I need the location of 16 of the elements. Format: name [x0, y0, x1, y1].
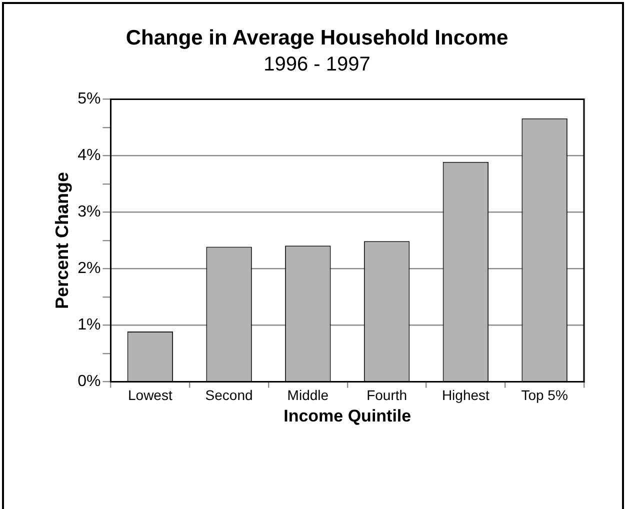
y-tick-label: 2%	[78, 260, 101, 278]
x-axis-title: Income Quintile	[284, 406, 412, 426]
x-tick-label: Second	[205, 387, 253, 404]
y-tick-label: 1%	[78, 316, 101, 334]
x-tick-label: Highest	[442, 387, 490, 404]
y-tick-label: 4%	[78, 147, 101, 164]
x-tick-label: Middle	[287, 387, 329, 404]
chart-subtitle: 1996 - 1997	[264, 54, 370, 76]
y-tick-label: 0%	[78, 373, 101, 390]
chart-title: Change in Average Household Income	[126, 26, 508, 50]
x-tick-label: Top 5%	[521, 387, 568, 404]
x-tick-label: Lowest	[128, 387, 172, 404]
y-tick-label: 5%	[78, 90, 101, 108]
x-tick-label: Fourth	[366, 387, 408, 404]
y-axis-title: Percent Change	[52, 172, 72, 310]
y-tick-label: 3%	[78, 204, 101, 221]
